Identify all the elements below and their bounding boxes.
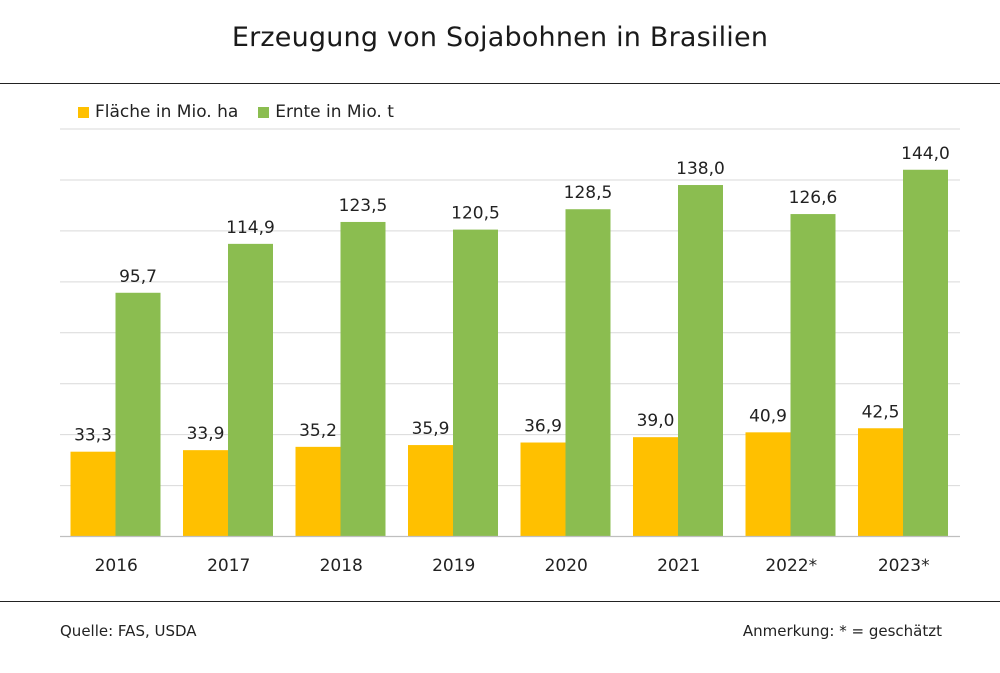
bar-flaeche-2017 — [183, 450, 228, 537]
value-label-ernte-2023: 144,0 — [901, 144, 950, 164]
value-label-ernte-2016: 95,7 — [119, 267, 157, 287]
bar-ernte-2018 — [340, 221, 386, 537]
x-tick-label-2021: 2021 — [657, 556, 700, 576]
bar-ernte-2017 — [228, 243, 273, 537]
bar-flaeche-2020 — [520, 442, 566, 537]
bar-flaeche-2023 — [858, 428, 903, 537]
chart-legend: Fläche in Mio. ha Ernte in Mio. t — [78, 102, 414, 122]
value-label-flaeche-2023: 42,5 — [862, 402, 900, 422]
value-label-flaeche-2020: 36,9 — [524, 417, 562, 437]
chart-title: Erzeugung von Sojabohnen in Brasilien — [231, 22, 769, 53]
value-label-ernte-2019: 120,5 — [451, 204, 500, 224]
x-axis-labels: 2016 2017 2018 2019 2020 2021 2022* 2023* — [95, 556, 930, 576]
legend-swatch-flaeche — [78, 106, 89, 118]
legend-item-flaeche: Fläche in Mio. ha — [78, 102, 238, 122]
value-labels: 33,3 95,7 33,9 114,9 35,2 123,5 35,9 120,5 36,9 1… — [74, 144, 950, 446]
estimate-note: Anmerkung: * = geschätzt — [742, 622, 942, 640]
x-tick-label-2016: 2016 — [95, 556, 138, 576]
bar-ernte-2020 — [565, 209, 611, 537]
bar-flaeche-2016 — [70, 451, 116, 537]
legend-label-flaeche: Fläche in Mio. ha — [95, 102, 239, 122]
bar-ernte-2019 — [453, 229, 498, 537]
value-label-flaeche-2018: 35,2 — [299, 421, 337, 441]
value-label-flaeche-2021: 39,0 — [637, 411, 675, 431]
value-label-ernte-2018: 123,5 — [339, 196, 388, 216]
x-tick-label-2020: 2020 — [545, 556, 588, 576]
value-label-ernte-2021: 138,0 — [676, 159, 725, 179]
bar-flaeche-2019 — [408, 445, 453, 537]
value-label-ernte-2017: 114,9 — [226, 218, 275, 238]
legend-swatch-ernte — [258, 106, 270, 118]
value-label-flaeche-2022: 40,9 — [749, 406, 787, 426]
bars — [70, 169, 948, 537]
legend-label-ernte: Ernte in Mio. t — [275, 102, 394, 122]
bar-ernte-2023 — [903, 169, 948, 537]
bottom-divider — [0, 601, 1000, 602]
value-label-ernte-2020: 128,5 — [564, 183, 613, 203]
value-label-flaeche-2019: 35,9 — [412, 419, 450, 439]
value-label-flaeche-2017: 33,9 — [187, 424, 225, 444]
x-tick-label-2017: 2017 — [207, 556, 250, 576]
top-divider — [0, 83, 1000, 84]
bar-flaeche-2022 — [745, 432, 791, 537]
x-tick-label-2019: 2019 — [432, 556, 475, 576]
bar-ernte-2021 — [678, 185, 723, 537]
x-tick-label-2018: 2018 — [320, 556, 363, 576]
value-label-ernte-2022: 126,6 — [789, 188, 838, 208]
legend-item-ernte: Ernte in Mio. t — [258, 102, 394, 122]
x-tick-label-2023: 2023* — [878, 556, 930, 576]
source-note: Quelle: FAS, USDA — [60, 622, 197, 640]
x-tick-label-2022: 2022* — [765, 556, 817, 576]
bar-ernte-2022 — [790, 214, 836, 537]
bar-flaeche-2021 — [633, 437, 678, 537]
bar-flaeche-2018 — [295, 446, 341, 537]
value-label-flaeche-2016: 33,3 — [74, 426, 112, 446]
bar-ernte-2016 — [115, 292, 161, 537]
